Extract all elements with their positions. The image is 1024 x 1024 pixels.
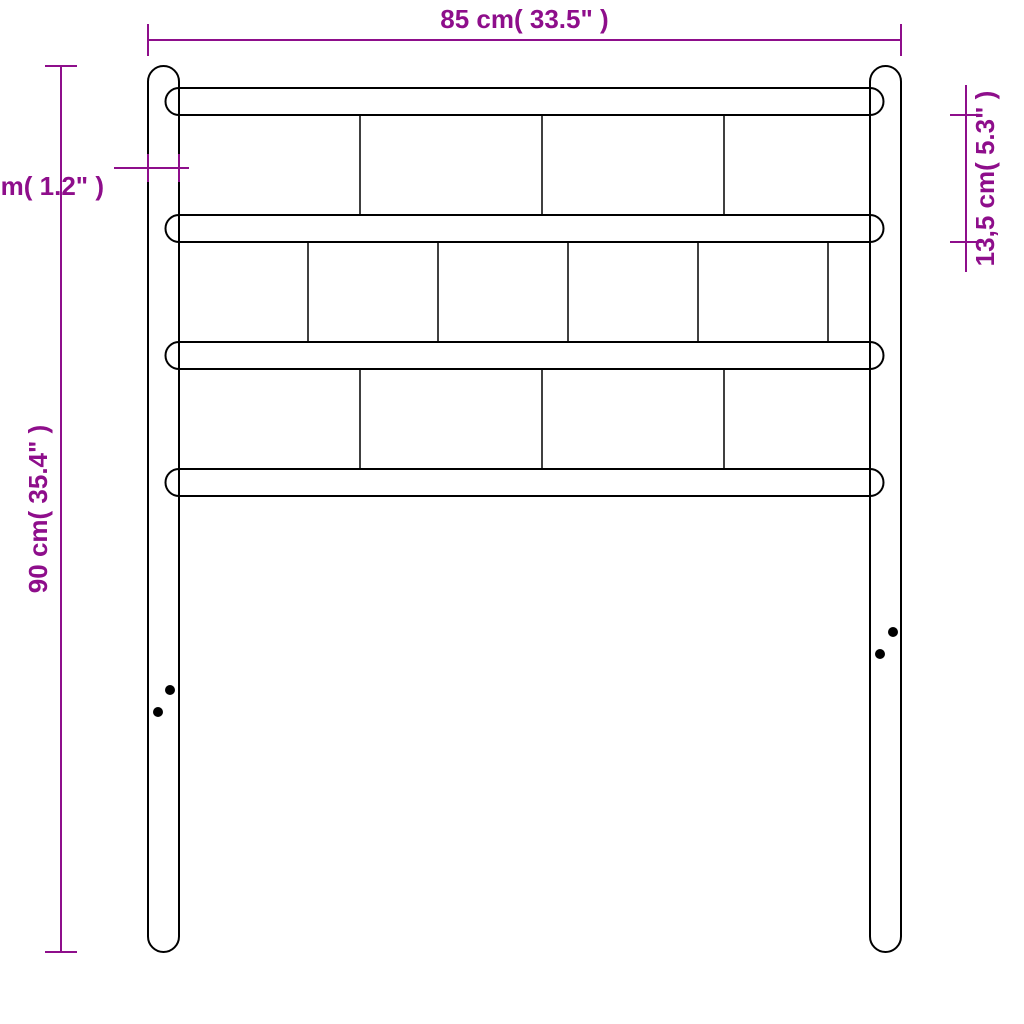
dim-width-label: 85 cm( 33.5" ) — [440, 4, 608, 34]
dim-gap-label: 13,5 cm( 5.3" ) — [970, 91, 1000, 267]
dim-tube-label: 3 cm( 1.2" ) — [0, 171, 104, 201]
dim-height-label: 90 cm( 35.4" ) — [23, 425, 53, 593]
